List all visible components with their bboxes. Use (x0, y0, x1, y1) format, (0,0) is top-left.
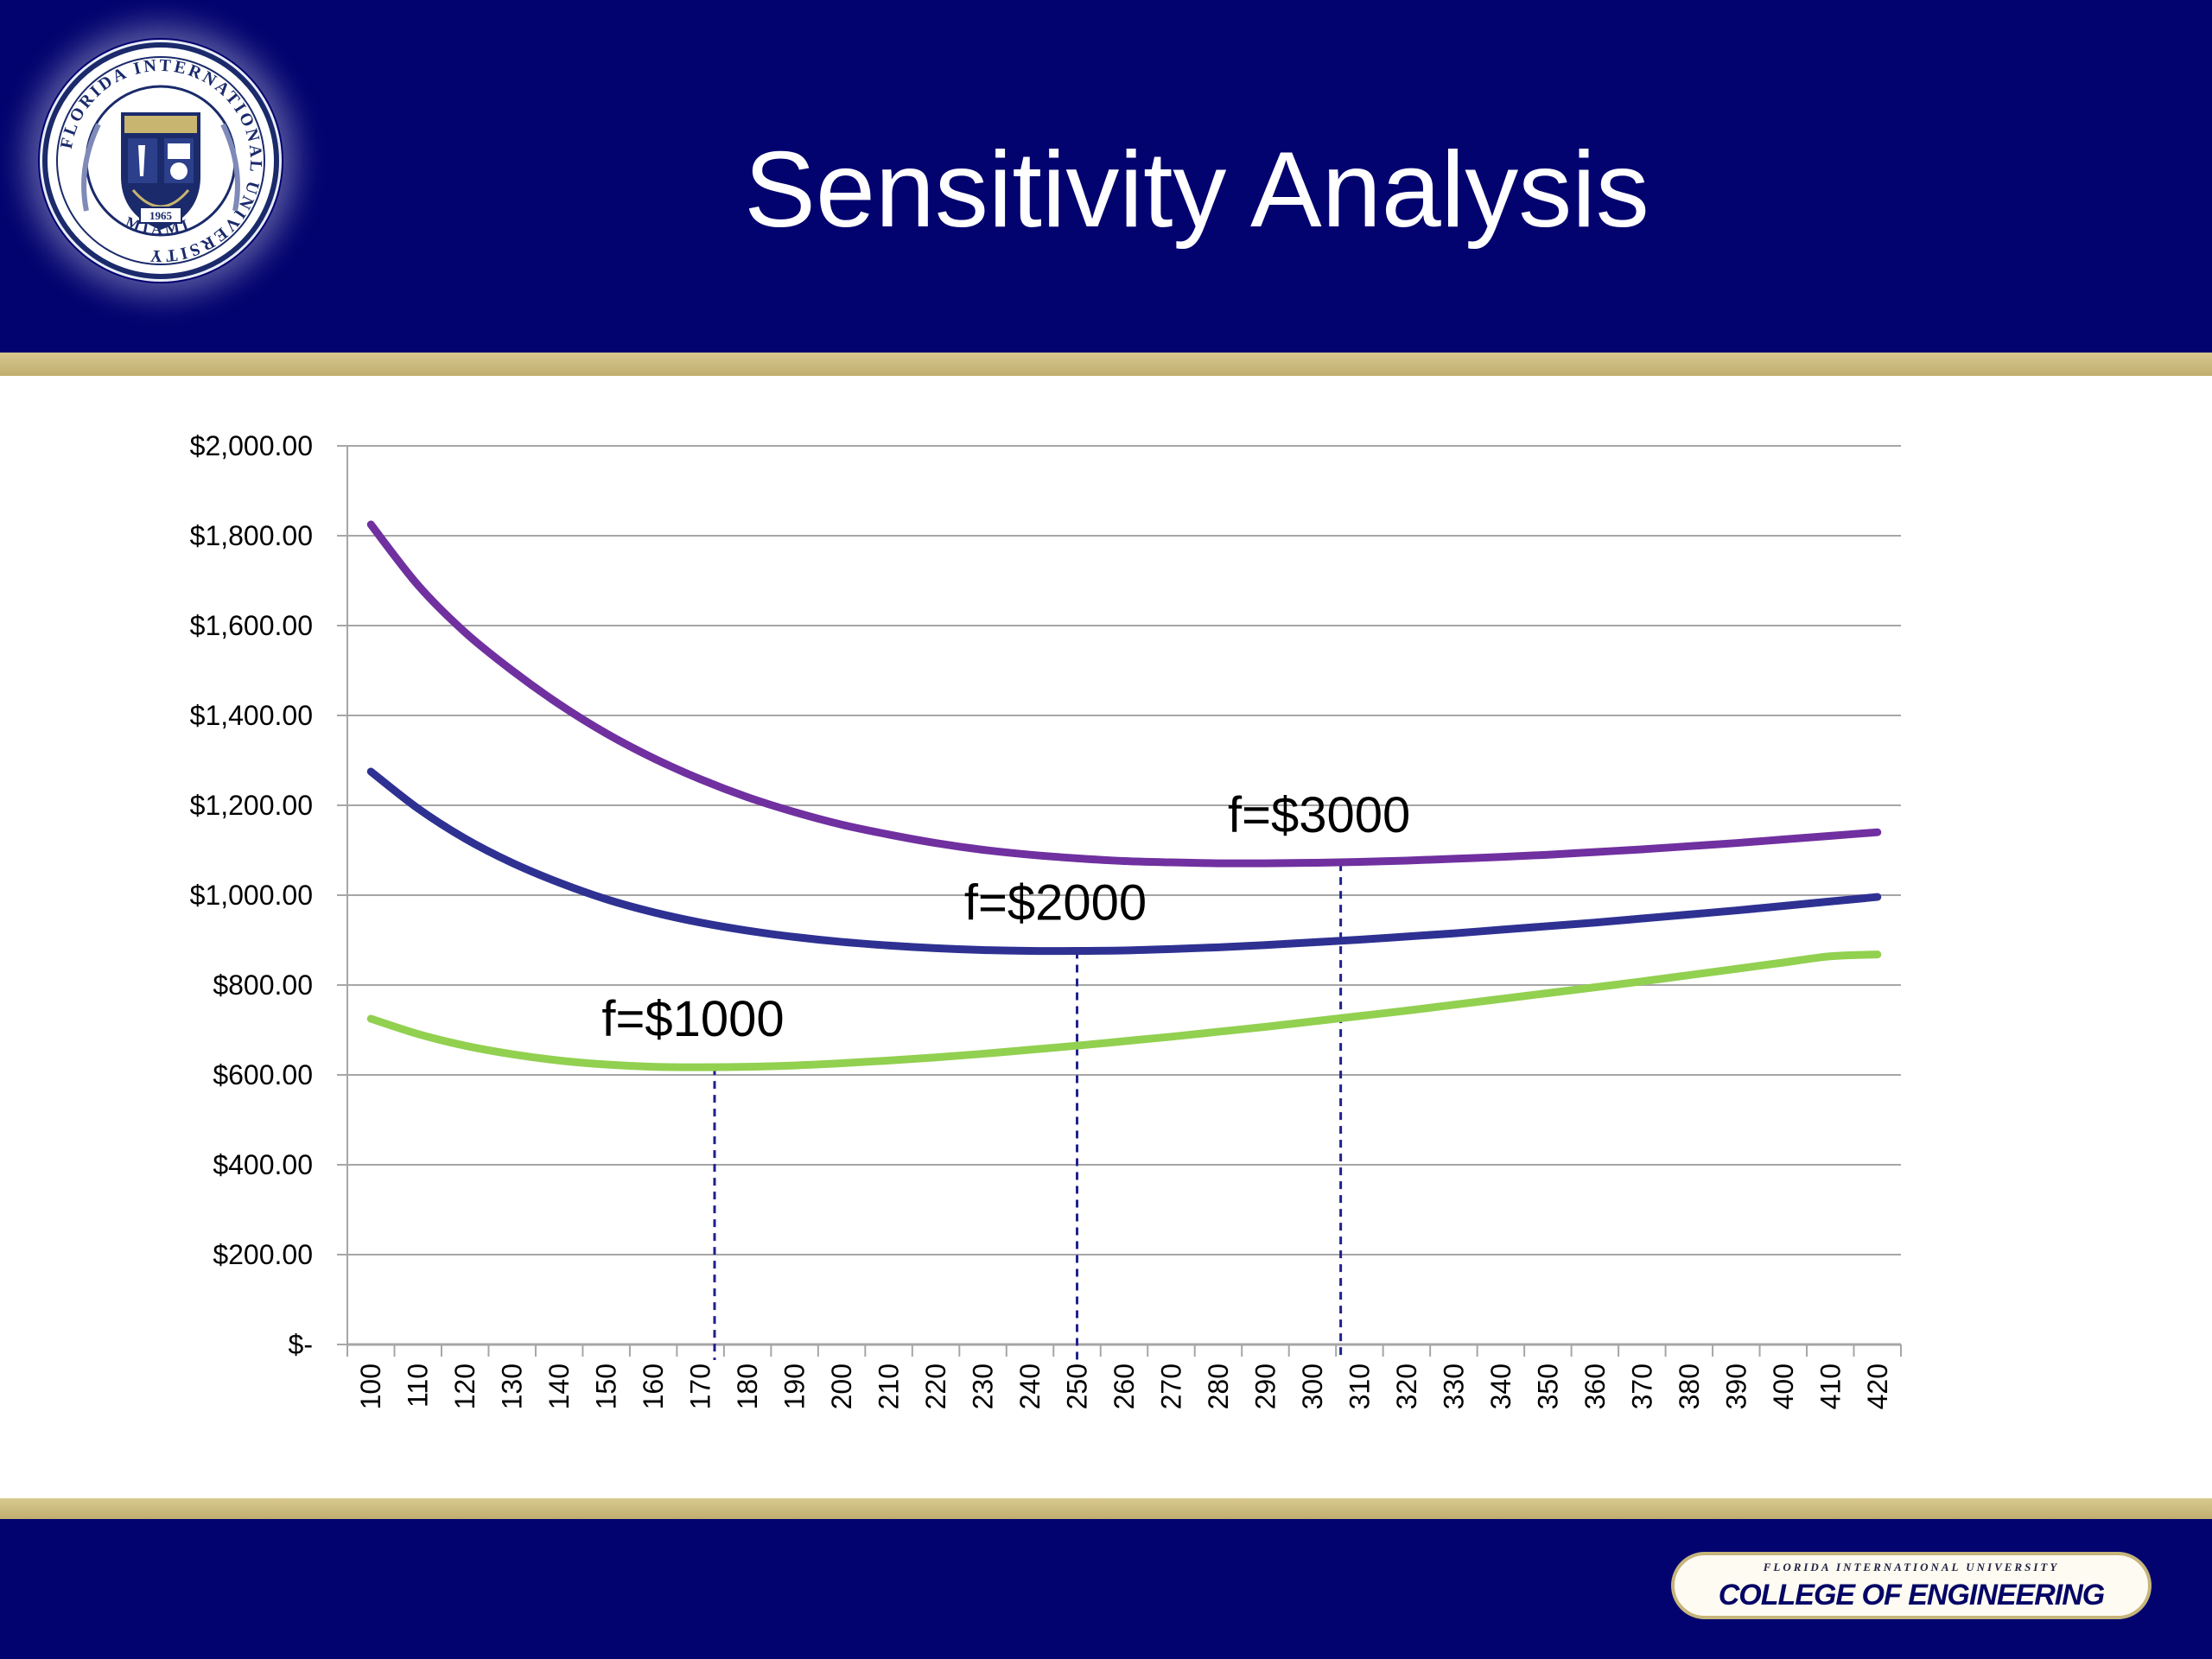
x-tick-label: 400 (1768, 1363, 1799, 1409)
annotation-label-1: f=$1000 (601, 991, 784, 1047)
y-tick-label: $1,400.00 (190, 700, 313, 731)
y-tick-label: $200.00 (213, 1239, 313, 1270)
x-tick-label: 370 (1626, 1363, 1657, 1409)
y-tick-label: $1,600.00 (190, 610, 313, 641)
x-tick-label: 310 (1344, 1363, 1375, 1409)
y-tick-label: $400.00 (213, 1149, 313, 1180)
x-tick-label: 410 (1815, 1363, 1846, 1409)
x-tick-label: 210 (874, 1363, 905, 1409)
slide-title: Sensitivity Analysis (744, 130, 1649, 250)
x-tick-label: 320 (1391, 1363, 1422, 1409)
x-tick-label: 330 (1438, 1363, 1469, 1409)
college-of-engineering-logo: FLORIDA INTERNATIONAL UNIVERSITY COLLEGE… (1671, 1552, 2152, 1619)
x-tick-label: 180 (732, 1363, 763, 1409)
x-tick-label: 350 (1532, 1363, 1563, 1409)
x-tick-label: 290 (1249, 1363, 1281, 1409)
logo-college-text: COLLEGE OF ENGINEERING (1718, 1579, 2105, 1611)
chart-svg: $- $200.00 $400.00 $600.00 $800.00 $1,000.00 $… (190, 430, 1902, 1409)
series-line-1 (366, 520, 1882, 868)
series-line-3 (366, 950, 1882, 1071)
x-tick-label: 160 (638, 1363, 669, 1409)
x-tick-label: 130 (497, 1363, 528, 1409)
x-tick-label: 100 (355, 1363, 386, 1409)
logo-university-text: FLORIDA INTERNATIONAL UNIVERSITY (1763, 1560, 2060, 1573)
x-tick-label: 150 (591, 1363, 622, 1409)
header-gold-stripe (0, 353, 2212, 376)
x-tick-label: 170 (685, 1363, 716, 1409)
slide-header (0, 0, 2212, 353)
x-tick-label: 280 (1203, 1363, 1234, 1409)
x-tick-label: 270 (1155, 1363, 1186, 1409)
x-tick-label: 120 (449, 1363, 480, 1409)
y-tick-label: $- (289, 1329, 313, 1360)
x-tick-label: 250 (1062, 1363, 1093, 1409)
x-tick-label: 390 (1720, 1363, 1751, 1409)
y-tick-label: $1,200.00 (190, 790, 313, 821)
series-line-2 (366, 767, 1882, 956)
x-tick-label: 300 (1297, 1363, 1328, 1409)
x-tick-label: 230 (968, 1363, 999, 1409)
x-tick-label: 110 (403, 1363, 434, 1408)
x-tick-label: 240 (1014, 1363, 1046, 1409)
y-tick-label: $1,800.00 (190, 520, 313, 551)
x-tick-label: 140 (543, 1363, 575, 1409)
x-tick-label: 380 (1674, 1363, 1705, 1409)
x-tick-label: 420 (1862, 1363, 1893, 1409)
x-tick-label: 360 (1580, 1363, 1611, 1409)
x-tick-label: 260 (1109, 1363, 1140, 1409)
y-tick-label: $800.00 (213, 969, 313, 1001)
footer-gold-stripe (0, 1498, 2212, 1519)
x-tick-label: 340 (1485, 1363, 1516, 1409)
x-tick-label: 220 (920, 1363, 951, 1409)
y-tick-label: $600.00 (213, 1059, 313, 1090)
annotation-label-3: f=$3000 (1228, 787, 1410, 843)
x-tick-label: 200 (826, 1363, 857, 1409)
university-seal: FLORIDA INTERNATIONAL UNIVERSITY MIAMI 1… (38, 38, 283, 283)
y-tick-label: $1,000.00 (190, 880, 313, 911)
x-tick-label: 190 (779, 1363, 810, 1409)
annotation-label-2: f=$2000 (964, 874, 1147, 931)
seal-graphic: FLORIDA INTERNATIONAL UNIVERSITY MIAMI 1… (40, 40, 282, 282)
seal-year: 1965 (149, 209, 173, 222)
sensitivity-chart: $- $200.00 $400.00 $600.00 $800.00 $1,000.00 $… (0, 406, 2212, 1495)
y-tick-label: $2,000.00 (190, 430, 313, 461)
